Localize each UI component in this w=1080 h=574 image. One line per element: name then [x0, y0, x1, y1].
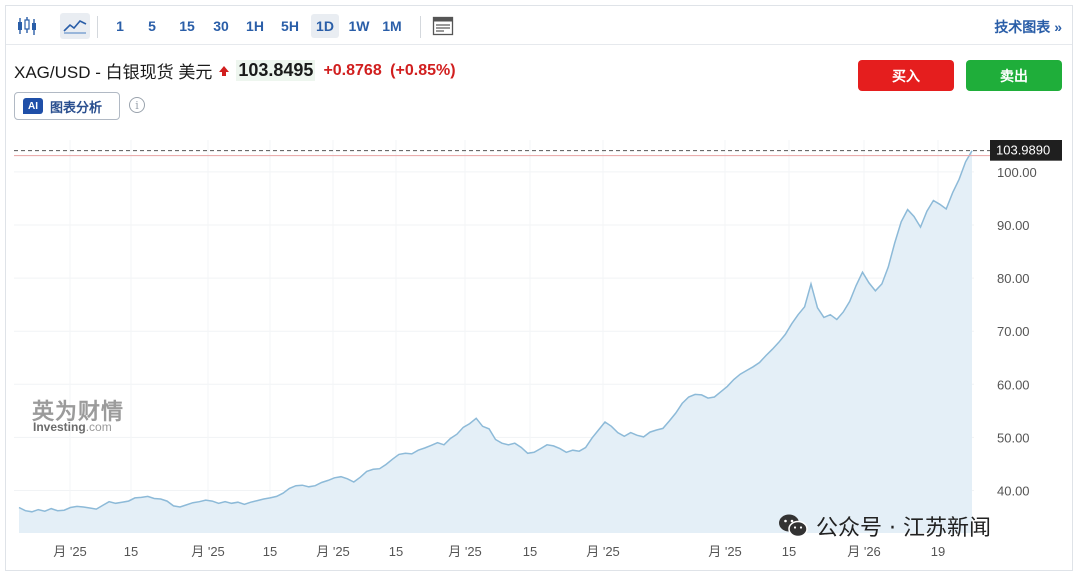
interval-1w[interactable]: 1W — [348, 18, 370, 34]
wechat-source-watermark: 公众号 · 江苏新闻 — [778, 510, 991, 542]
last-price-tag: 103.9890 — [990, 140, 1062, 161]
technical-chart-link[interactable]: 技术图表 » — [994, 19, 1062, 35]
interval-5h[interactable]: 5H — [281, 18, 299, 34]
sell-button[interactable]: 卖出 — [966, 60, 1062, 91]
x-tick-label: 15 — [263, 544, 277, 559]
interval-5m[interactable]: 5 — [148, 18, 156, 34]
last-price-tag-bg — [990, 140, 1062, 161]
line-chart-icon[interactable] — [60, 13, 90, 39]
ai-icon: AI — [23, 98, 43, 114]
symbol-name: XAG/USD - 白银现货 美元 — [14, 63, 213, 82]
x-tick-label: 19 — [931, 544, 945, 559]
candlestick-icon[interactable] — [14, 13, 40, 39]
x-tick-label: 月 '25 — [316, 544, 350, 559]
price-change-pct: (+0.85%) — [390, 61, 456, 79]
interval-1h[interactable]: 1H — [246, 18, 264, 34]
ai-chart-analysis-label: 图表分析 — [50, 99, 103, 115]
x-tick-label: 15 — [124, 544, 138, 559]
x-tick-label: 15 — [389, 544, 403, 559]
y-tick-label: 60.00 — [997, 377, 1030, 392]
last-price-line — [14, 150, 990, 157]
buy-button[interactable]: 买入 — [858, 60, 954, 91]
toolbar-separator — [97, 16, 98, 38]
y-tick-label: 70.00 — [997, 324, 1030, 339]
interval-1d[interactable]: 1D — [311, 14, 339, 38]
interval-15m[interactable]: 15 — [179, 18, 195, 34]
info-icon[interactable]: i — [129, 97, 145, 113]
y-tick-label: 80.00 — [997, 271, 1030, 286]
price-change-abs: +0.8768 — [323, 61, 382, 79]
interval-1m[interactable]: 1 — [116, 18, 124, 34]
x-tick-label: 月 '25 — [708, 544, 742, 559]
instrument-quote: XAG/USD - 白银现货 美元 103.8495 +0.8768 (+0.8… — [14, 58, 456, 83]
x-tick-label: 月 '26 — [847, 544, 881, 559]
y-tick-label: 40.00 — [997, 484, 1030, 499]
interval-30m[interactable]: 30 — [213, 18, 229, 34]
y-tick-label: 100.00 — [997, 165, 1037, 180]
x-axis-labels: 月 '25 15 月 '25 15 月 '25 15 月 '25 15 月 '25 月 '25 15… — [53, 544, 945, 559]
last-price: 103.8495 — [236, 60, 316, 81]
x-tick-label: 15 — [523, 544, 537, 559]
toolbar-separator — [420, 16, 421, 38]
wechat-source-text: 公众号 · 江苏新闻 — [816, 516, 991, 541]
ai-chart-analysis-button[interactable]: AI 图表分析 — [14, 92, 120, 120]
y-tick-label: 90.00 — [997, 218, 1030, 233]
interval-1mo[interactable]: 1M — [382, 18, 402, 34]
investing-watermark-suffix: .com — [85, 420, 112, 434]
price-area-chart[interactable]: 100.00 90.00 80.00 70.00 60.00 50.00 40.00 月 '… — [0, 140, 1080, 574]
x-tick-label: 15 — [782, 544, 796, 559]
x-tick-label: 月 '25 — [448, 544, 482, 559]
chart-widget-frame — [5, 5, 1073, 571]
price-change: +0.8768 (+0.85%) — [323, 62, 455, 80]
investing-watermark-cn: 英为财情 — [32, 400, 125, 425]
chart-toolbar: 1 5 15 30 1H 5H 1D 1W 1M 技术图表 » — [6, 6, 1072, 45]
x-tick-label: 月 '25 — [191, 544, 225, 559]
price-line — [18, 150, 973, 513]
investing-watermark: Investing.com — [33, 420, 112, 434]
up-arrow-icon — [219, 65, 230, 76]
y-tick-label: 50.00 — [997, 430, 1030, 445]
x-tick-label: 月 '25 — [53, 544, 87, 559]
x-tick-label: 月 '25 — [586, 544, 620, 559]
y-axis-labels: 100.00 90.00 80.00 70.00 60.00 50.00 40.00 — [997, 165, 1037, 499]
layout-icon[interactable] — [430, 13, 456, 39]
last-price-tag-value: 103.9890 — [996, 143, 1050, 158]
investing-watermark-word: Investing — [33, 420, 86, 434]
price-area-fill — [19, 150, 972, 533]
wechat-icon — [779, 514, 808, 538]
